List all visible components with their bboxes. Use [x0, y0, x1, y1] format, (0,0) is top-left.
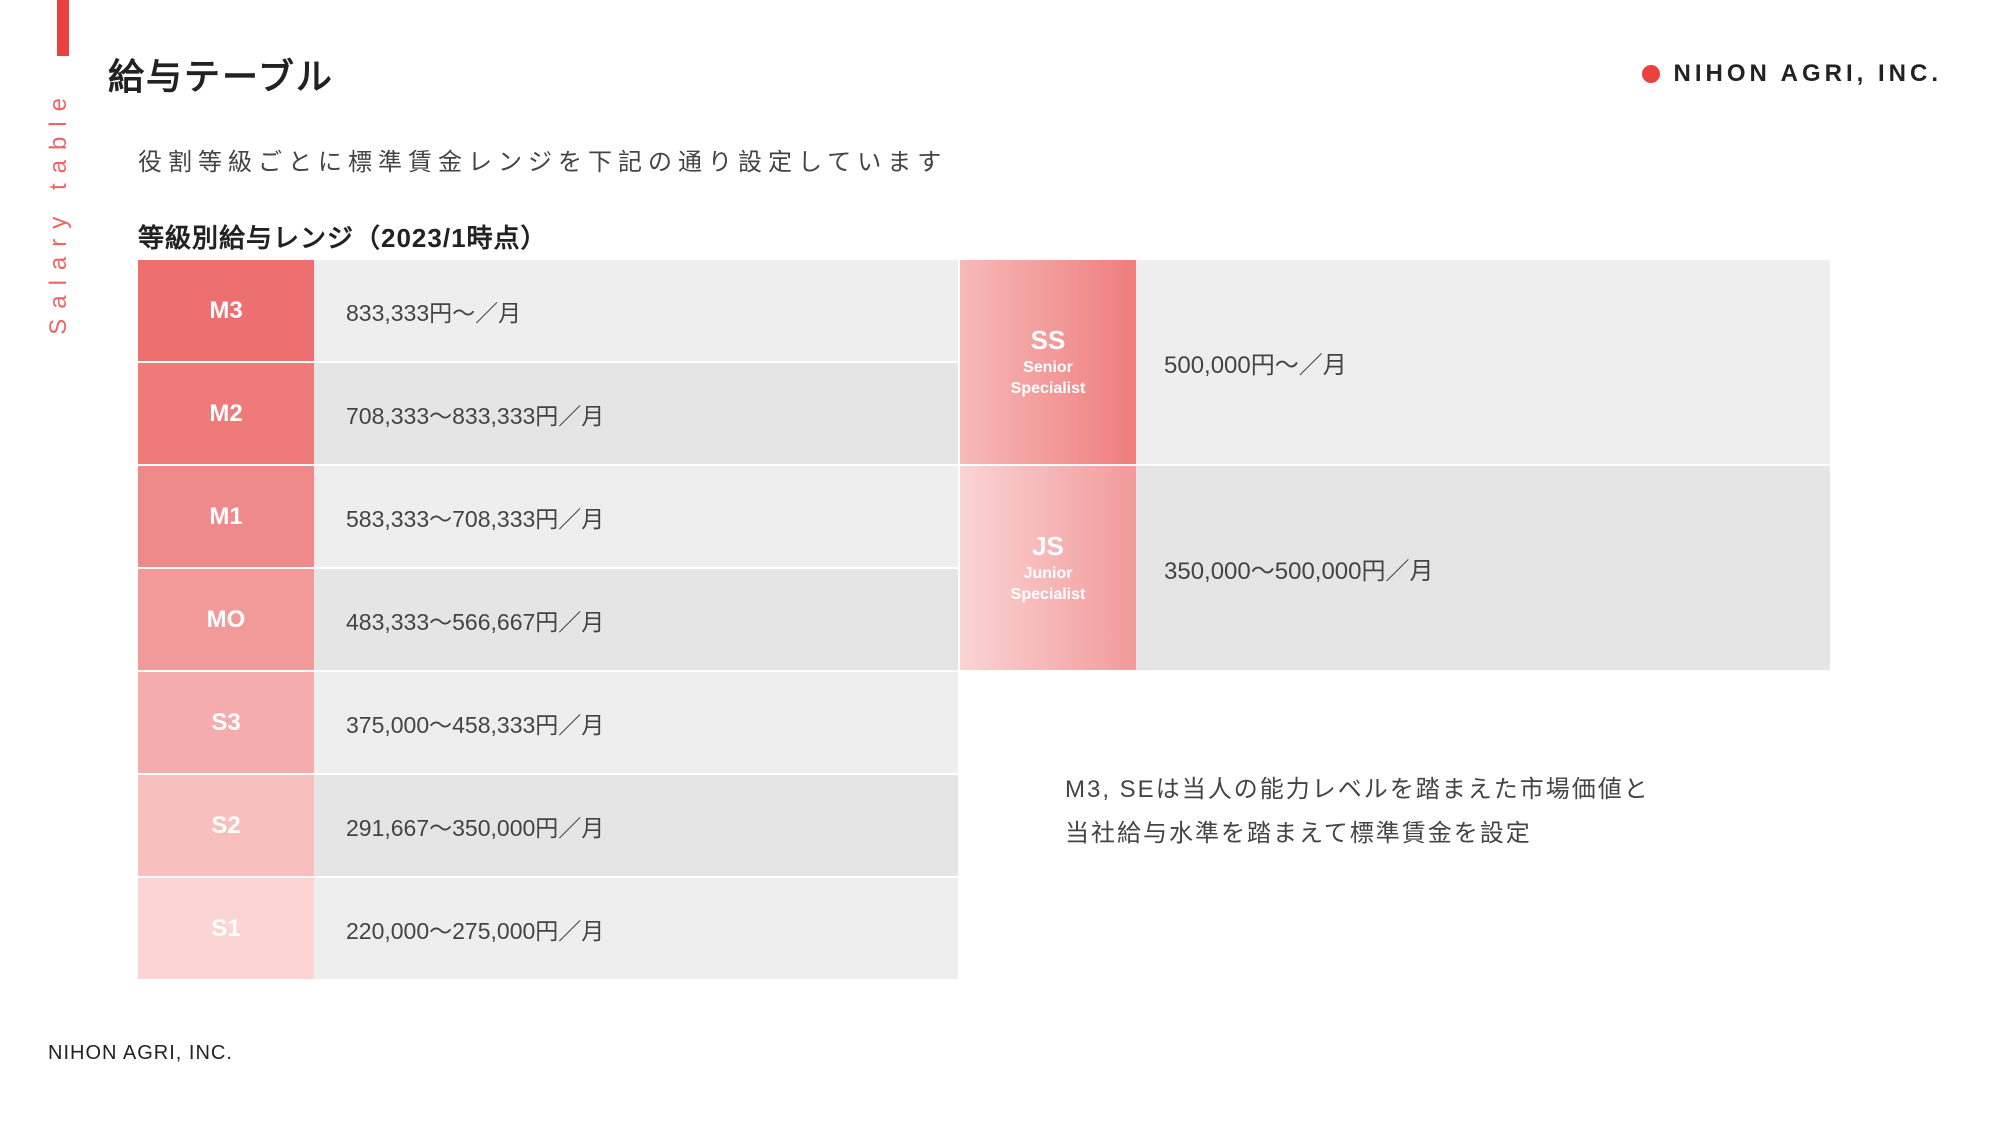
- grade-cell: S1: [138, 878, 314, 979]
- grade-code: SS: [1031, 325, 1066, 356]
- specialist-salary-table: SSSeniorSpecialist500,000円～／月JSJuniorSpe…: [960, 260, 1830, 672]
- range-cell: 220,000～275,000円／月: [314, 878, 958, 979]
- range-cell: 350,000～500,000円／月: [1136, 466, 1830, 670]
- range-cell: 291,667～350,000円／月: [314, 775, 958, 876]
- grade-cell: JSJuniorSpecialist: [960, 466, 1136, 670]
- range-cell: 483,333～566,667円／月: [314, 569, 958, 670]
- grade-cell: MO: [138, 569, 314, 670]
- grade-code: JS: [1032, 531, 1064, 562]
- company-logo: NIHON AGRI, INC.: [1642, 60, 1942, 88]
- table-row: JSJuniorSpecialist350,000～500,000円／月: [960, 466, 1830, 670]
- range-cell: 708,333～833,333円／月: [314, 363, 958, 464]
- grade-subtitle: Senior: [1023, 358, 1073, 379]
- table-row: M2708,333～833,333円／月: [138, 363, 958, 464]
- grade-cell: M1: [138, 466, 314, 567]
- grade-subtitle: Specialist: [1011, 379, 1086, 400]
- grade-cell: S2: [138, 775, 314, 876]
- range-cell: 375,000～458,333円／月: [314, 672, 958, 773]
- footnote-line: M3, SEは当人の能力レベルを踏まえた市場価値と: [1065, 768, 1650, 812]
- table-row: S1220,000～275,000円／月: [138, 878, 958, 979]
- table-row: MO483,333～566,667円／月: [138, 569, 958, 670]
- table-row: S2291,667～350,000円／月: [138, 775, 958, 876]
- table-row: M3833,333円～／月: [138, 260, 958, 361]
- range-cell: 833,333円～／月: [314, 260, 958, 361]
- grade-cell: M3: [138, 260, 314, 361]
- range-cell: 500,000円～／月: [1136, 260, 1830, 464]
- grade-subtitle: Specialist: [1011, 585, 1086, 606]
- grade-cell: S3: [138, 672, 314, 773]
- range-cell: 583,333～708,333円／月: [314, 466, 958, 567]
- table-title: 等級別給与レンジ（2023/1時点）: [138, 218, 548, 255]
- accent-bar: [57, 0, 69, 56]
- grade-subtitle: Junior: [1024, 564, 1073, 585]
- table-row: SSSeniorSpecialist500,000円～／月: [960, 260, 1830, 464]
- subtitle: 役割等級ごとに標準賃金レンジを下記の通り設定しています: [138, 142, 947, 177]
- vertical-section-label: Salary table: [45, 88, 73, 335]
- footer-company: NIHON AGRI, INC.: [48, 1042, 233, 1065]
- grade-cell: SSSeniorSpecialist: [960, 260, 1136, 464]
- logo-text: NIHON AGRI, INC.: [1674, 60, 1942, 88]
- table-row: S3375,000～458,333円／月: [138, 672, 958, 773]
- footnote: M3, SEは当人の能力レベルを踏まえた市場価値と 当社給与水準を踏まえて標準賃…: [1065, 768, 1650, 857]
- table-row: M1583,333～708,333円／月: [138, 466, 958, 567]
- grade-cell: M2: [138, 363, 314, 464]
- page-title: 給与テーブル: [108, 48, 334, 100]
- logo-dot-icon: [1642, 65, 1660, 83]
- footnote-line: 当社給与水準を踏まえて標準賃金を設定: [1065, 812, 1650, 856]
- main-salary-table: M3833,333円～／月M2708,333～833,333円／月M1583,3…: [138, 260, 958, 981]
